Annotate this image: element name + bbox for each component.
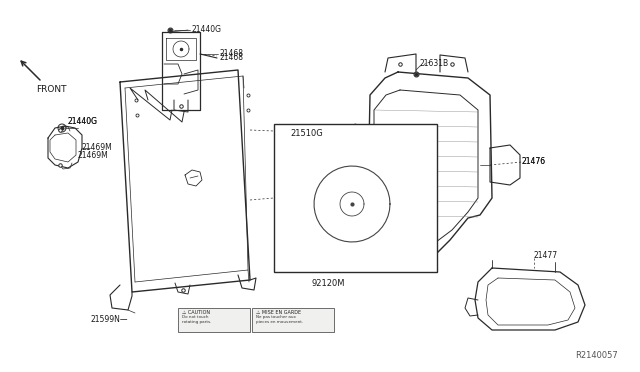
- Bar: [274, 124, 437, 272]
- Text: 21631B: 21631B: [420, 60, 449, 68]
- Text: ⚠ MISE EN GARDE: ⚠ MISE EN GARDE: [256, 310, 301, 314]
- Bar: [252, 308, 334, 332]
- Text: 21468: 21468: [219, 54, 243, 62]
- Text: Do not touch: Do not touch: [182, 315, 209, 319]
- Text: Ne pas toucher aux: Ne pas toucher aux: [256, 315, 296, 319]
- Text: ⚠ CAUTION: ⚠ CAUTION: [182, 310, 210, 314]
- Text: 21599N—: 21599N—: [90, 315, 128, 324]
- Text: 21510G: 21510G: [290, 129, 323, 138]
- Text: pieces en mouvement.: pieces en mouvement.: [256, 320, 303, 324]
- Text: 21469M: 21469M: [82, 144, 113, 153]
- Text: rotating parts.: rotating parts.: [182, 320, 211, 324]
- Text: R2140057: R2140057: [575, 350, 618, 359]
- Text: 21477: 21477: [534, 250, 558, 260]
- Text: 21476: 21476: [522, 157, 546, 167]
- Text: 21476: 21476: [522, 157, 546, 167]
- Text: 92120M: 92120M: [312, 279, 346, 289]
- Text: 21440G: 21440G: [68, 118, 98, 126]
- Bar: [178, 308, 250, 332]
- Text: FRONT: FRONT: [36, 86, 67, 94]
- Text: 21440G: 21440G: [192, 26, 222, 35]
- Text: 21469M: 21469M: [78, 151, 109, 160]
- Text: 21440G: 21440G: [68, 118, 98, 126]
- Text: 21468: 21468: [220, 49, 244, 58]
